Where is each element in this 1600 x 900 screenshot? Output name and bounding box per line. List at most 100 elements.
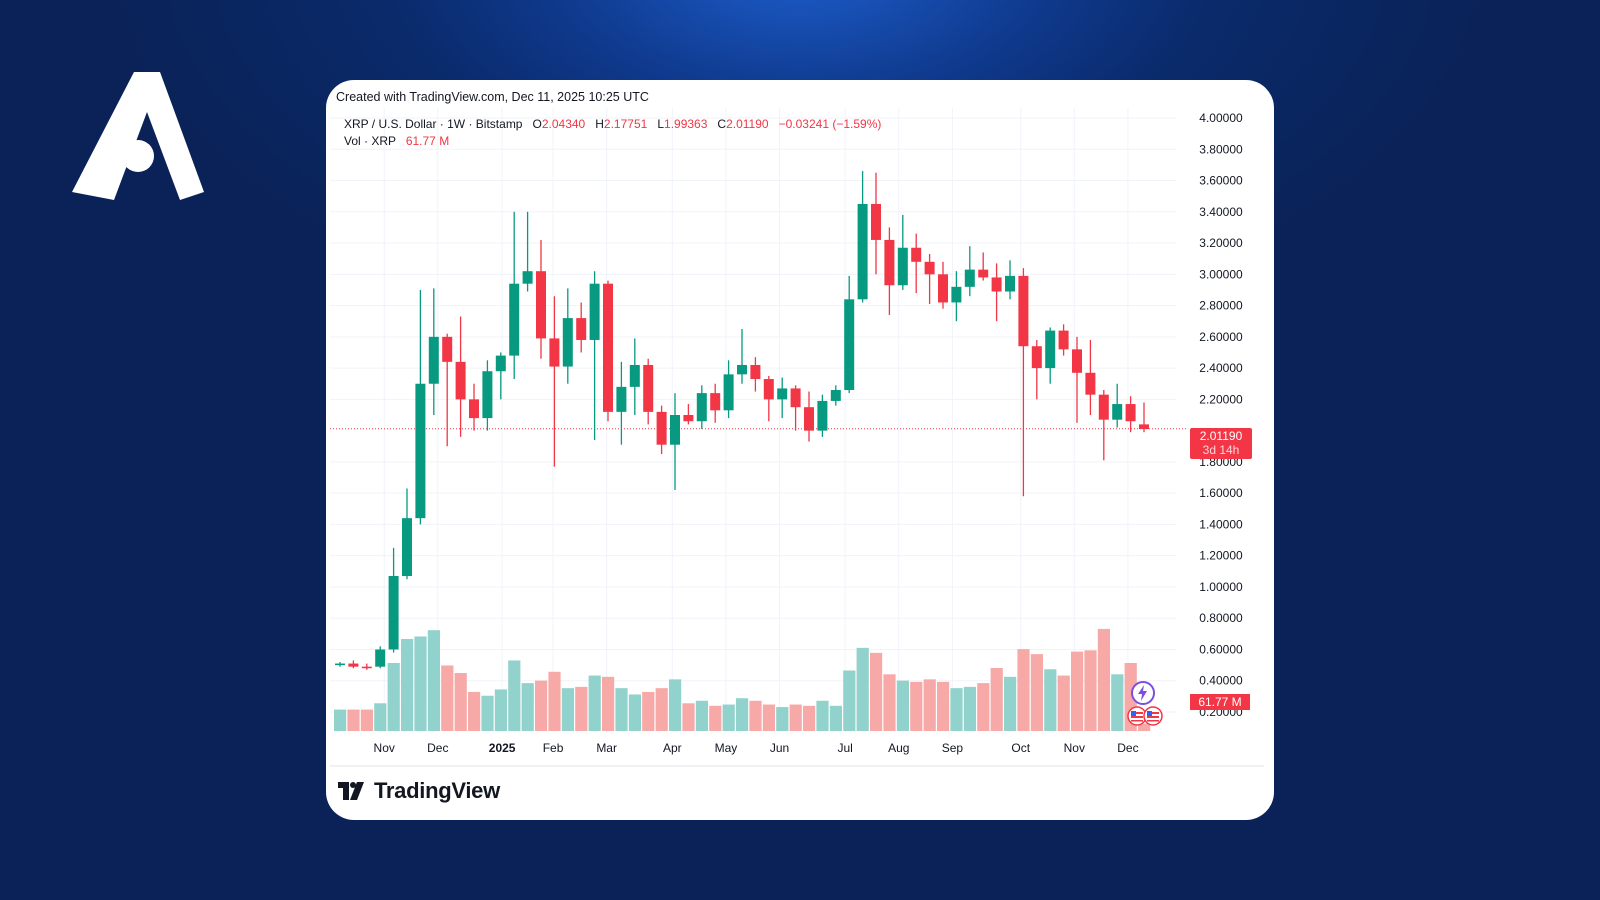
candle-body [670, 415, 680, 445]
candle-body [1125, 404, 1136, 422]
volume-bar [575, 686, 588, 731]
volume-bar [535, 680, 548, 731]
candle-body [817, 400, 828, 431]
y-tick-label: 0.60000 [1199, 642, 1243, 656]
ohlc-legend: XRP / U.S. Dollar · 1W · Bitstamp O2.043… [344, 117, 881, 131]
candle-body [361, 666, 372, 669]
candle-body [924, 261, 935, 275]
volume-bar [521, 683, 534, 731]
candle-body [375, 649, 386, 667]
volume-bar [829, 705, 842, 731]
candle-body [1031, 346, 1042, 369]
candle-body [844, 299, 855, 390]
volume-bar [803, 705, 816, 731]
x-tick-label: Feb [543, 741, 564, 755]
last-volume-tag: 61.77 M [1190, 694, 1250, 710]
x-tick-label: Sep [942, 741, 964, 755]
volume-bar [508, 660, 521, 731]
x-tick-label: Jul [838, 741, 853, 755]
volume-bar [1084, 650, 1097, 731]
candle-body [656, 411, 667, 445]
volume-bar [548, 671, 561, 731]
volume-bar [347, 709, 360, 731]
volume-bar [1004, 676, 1017, 731]
legend-close-label: C [717, 117, 727, 131]
us-flag-icon[interactable] [1126, 705, 1166, 727]
candle-body [1085, 372, 1096, 395]
candle-body [415, 383, 426, 519]
volume-bar [910, 681, 923, 731]
y-tick-label: 1.60000 [1199, 486, 1243, 500]
volume-bar [615, 688, 628, 731]
y-tick-label: 3.20000 [1199, 236, 1243, 250]
candle-body [402, 518, 412, 577]
volume-bar [709, 705, 722, 731]
legend-open-label: O [532, 117, 542, 131]
volume-legend: Vol · XRP 61.77 M [344, 134, 449, 148]
volume-bar [1017, 649, 1030, 731]
candle-body [1112, 404, 1123, 420]
candle-body [629, 364, 640, 387]
candle-body [1139, 424, 1149, 430]
candle-body [884, 239, 895, 286]
y-tick-label: 1.00000 [1199, 580, 1243, 594]
candle-body [897, 247, 908, 286]
volume-bar [870, 652, 883, 731]
volume-bar [441, 665, 454, 731]
legend-close-value: 2.01190 [726, 117, 769, 131]
volume-bar [454, 673, 467, 731]
candle-body [549, 338, 560, 367]
volume-legend-value: 61.77 M [405, 134, 450, 148]
candle-body [777, 388, 788, 400]
volume-bar [1071, 651, 1084, 731]
volume-bar [468, 691, 481, 731]
volume-bar [950, 688, 963, 731]
tradingview-wordmark: TradingView [374, 778, 500, 803]
volume-bar [561, 688, 574, 731]
candle-body [871, 203, 881, 240]
y-tick-label: 3.60000 [1199, 174, 1243, 188]
x-tick-label: Oct [1011, 741, 1030, 755]
y-tick-label: 2.80000 [1199, 299, 1243, 313]
volume-legend-label: Vol · XRP [344, 134, 396, 148]
legend-high-label: H [595, 117, 604, 131]
candle-body [857, 203, 868, 300]
tradingview-brand[interactable]: TradingView [338, 777, 500, 805]
volume-bar [816, 700, 829, 731]
last-price-value: 2.01190 [1199, 429, 1243, 443]
candle-body [750, 364, 761, 380]
x-tick-label: Jun [770, 741, 789, 755]
chart-card: Created with TradingView.com, Dec 11, 20… [326, 80, 1274, 820]
volume-bar [963, 686, 976, 731]
candle-body [562, 318, 573, 367]
candle-body [1058, 330, 1069, 350]
x-tick-label: Dec [1117, 741, 1138, 755]
volume-bar [387, 662, 400, 731]
candle-body [1072, 349, 1082, 373]
price-chart[interactable]: Nov Dec 2025 Feb Mar Apr May Jun Jul Aug Sep Oct Nov… [326, 80, 1274, 820]
volume-bar [494, 689, 507, 731]
volume-bar [990, 668, 1003, 731]
candle-body [589, 283, 600, 340]
candle-body [495, 355, 506, 372]
volume-bar [588, 675, 601, 731]
candle-body [696, 393, 707, 422]
volume-bar [1030, 654, 1043, 731]
candle-body [428, 336, 439, 384]
created-caption: Created with TradingView.com, Dec 11, 20… [336, 90, 649, 104]
y-tick-label: 3.00000 [1199, 267, 1243, 281]
candle-body [763, 379, 774, 400]
candle-body [576, 318, 587, 340]
candle-body [991, 277, 1002, 292]
candle-body [938, 274, 948, 303]
candle-body [442, 336, 453, 362]
candle-body [710, 393, 721, 411]
volume-bar [722, 704, 735, 731]
x-tick-label: Apr [663, 741, 682, 755]
y-tick-label: 3.80000 [1199, 142, 1243, 156]
candle-body [911, 247, 922, 262]
lightning-icon[interactable] [1130, 680, 1156, 706]
volume-bar [642, 691, 655, 731]
candle-body [1005, 275, 1015, 292]
legend-high-value: 2.17751 [603, 117, 648, 131]
